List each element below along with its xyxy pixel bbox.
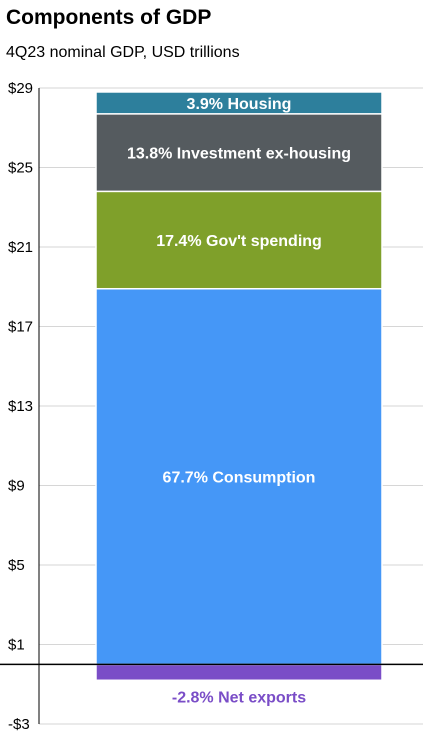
y-tick-label: $25 xyxy=(8,160,33,177)
bar-segment xyxy=(95,113,383,193)
y-tick-label: $21 xyxy=(8,239,33,256)
y-tick-label: $9 xyxy=(8,478,25,495)
y-tick-label: $1 xyxy=(8,637,25,654)
y-tick-label: $29 xyxy=(8,80,33,97)
segment-labels: -2.8% Net exports 67.7% Consumption 17.4% … xyxy=(127,96,351,706)
y-tick-label: $13 xyxy=(8,398,33,415)
bar-segment xyxy=(95,287,383,666)
y-axis-ticks: $29 $25 $21 $17 $13 $9 $5 $1 -$3 xyxy=(8,80,33,733)
chart-title: Components of GDP xyxy=(6,6,212,29)
bar-segment xyxy=(95,663,383,682)
chart-subtitle: 4Q23 nominal GDP, USD trillions xyxy=(6,44,240,61)
bar-segment xyxy=(95,190,383,290)
segment-label: 3.9% Housing xyxy=(187,96,292,113)
y-tick-label: -$3 xyxy=(8,716,30,733)
segment-label: 13.8% Investment ex-housing xyxy=(127,146,351,163)
segment-label: 67.7% Consumption xyxy=(163,470,316,487)
segment-label: -2.8% Net exports xyxy=(172,689,306,706)
bar-segments xyxy=(95,91,383,682)
y-tick-label: $17 xyxy=(8,319,33,336)
segment-label: 17.4% Gov't spending xyxy=(156,233,322,250)
y-tick-label: $5 xyxy=(8,557,25,574)
bar-segment xyxy=(95,91,383,115)
